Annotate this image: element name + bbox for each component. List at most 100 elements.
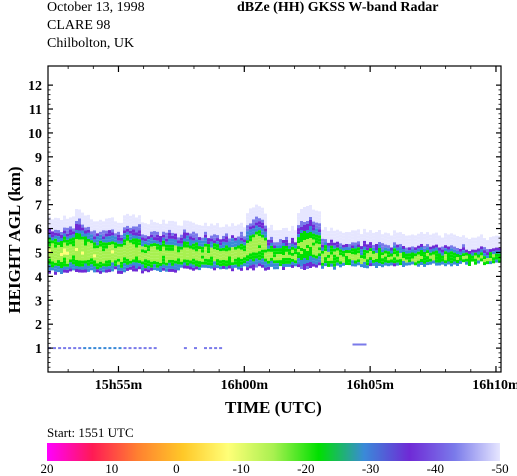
reflectivity-cell [48,240,51,244]
reflectivity-cell [99,219,102,223]
reflectivity-cell [123,245,126,249]
reflectivity-cell [168,265,171,269]
reflectivity-cell [114,230,117,234]
reflectivity-cell [276,257,279,261]
reflectivity-cell [432,239,435,243]
reflectivity-cell [441,252,444,256]
reflectivity-cell [111,268,114,272]
reflectivity-cell [150,264,153,268]
reflectivity-cell [480,249,483,253]
reflectivity-cell [333,251,336,255]
reflectivity-cell [309,265,312,268]
reflectivity-cell [216,262,219,266]
reflectivity-cell [180,237,183,241]
reflectivity-cell [303,222,306,225]
reflectivity-cell [78,221,81,225]
reflectivity-cell [147,260,150,264]
reflectivity-cell [84,245,87,249]
reflectivity-cell [270,230,273,234]
reflectivity-cell [420,241,423,244]
reflectivity-cell [216,247,219,251]
reflectivity-cell [87,268,90,272]
reflectivity-cell [363,246,366,250]
reflectivity-cell [96,227,99,231]
reflectivity-cell [138,245,141,249]
reflectivity-cell [147,248,150,252]
reflectivity-cell [321,229,324,233]
reflectivity-cell [333,239,336,243]
reflectivity-cell [156,228,159,232]
reflectivity-cell [255,237,258,241]
reflectivity-cell [285,263,288,267]
reflectivity-cell [339,237,342,241]
reflectivity-cell [141,270,144,274]
reflectivity-cell [69,232,72,236]
reflectivity-cell [87,265,90,269]
reflectivity-cell [303,219,306,222]
reflectivity-cell [297,219,300,223]
reflectivity-cell [405,238,408,242]
reflectivity-cell [195,248,198,252]
reflectivity-cell [354,239,357,243]
reflectivity-cell [384,253,387,257]
reflectivity-cell [114,260,117,264]
reflectivity-cell [252,249,255,253]
reflectivity-cell [195,257,198,261]
reflectivity-cell [183,235,186,239]
reflectivity-cell [453,243,456,247]
reflectivity-cell [180,261,183,265]
reflectivity-cell [282,228,285,231]
reflectivity-cell [204,228,207,232]
reflectivity-cell [73,347,77,350]
reflectivity-cell [387,245,390,249]
reflectivity-cell [288,242,291,246]
reflectivity-cell [438,256,441,260]
reflectivity-cell [66,218,69,222]
reflectivity-cell [48,267,51,271]
reflectivity-cell [291,225,294,229]
reflectivity-cell [192,240,195,244]
reflectivity-cell [369,233,372,237]
reflectivity-cell [399,238,402,242]
reflectivity-cell [180,240,183,244]
reflectivity-cell [132,223,135,227]
reflectivity-cell [135,256,138,260]
reflectivity-cell [132,226,135,230]
reflectivity-cell [342,238,345,242]
reflectivity-cell [96,230,99,234]
reflectivity-cell [306,251,309,254]
reflectivity-cell [396,241,399,245]
reflectivity-cell [192,234,195,238]
reflectivity-cell [360,246,363,250]
reflectivity-cell [147,224,150,228]
reflectivity-cell [297,216,300,220]
reflectivity-cell [168,262,171,266]
reflectivity-cell [186,223,189,227]
reflectivity-cell [78,263,81,267]
reflectivity-cell [105,221,108,225]
reflectivity-cell [279,254,282,258]
reflectivity-cell [126,237,129,241]
reflectivity-cell [102,266,105,270]
reflectivity-cell [108,251,111,255]
reflectivity-cell [237,236,240,240]
reflectivity-cell [135,250,138,254]
reflectivity-cell [255,243,258,247]
reflectivity-cell [360,234,363,238]
reflectivity-cell [93,266,96,270]
reflectivity-cell [135,268,138,272]
reflectivity-cell [90,267,93,271]
reflectivity-cell [498,247,501,251]
reflectivity-cell [315,213,318,217]
reflectivity-cell [315,234,318,238]
reflectivity-cell [423,254,426,258]
reflectivity-cell [372,250,375,254]
reflectivity-cell [69,223,72,227]
reflectivity-cell [48,216,51,220]
reflectivity-cell [75,257,78,260]
reflectivity-cell [75,221,78,224]
reflectivity-cell [213,231,216,235]
reflectivity-cell [162,267,165,271]
reflectivity-cell [324,239,327,243]
reflectivity-cell [225,263,228,267]
